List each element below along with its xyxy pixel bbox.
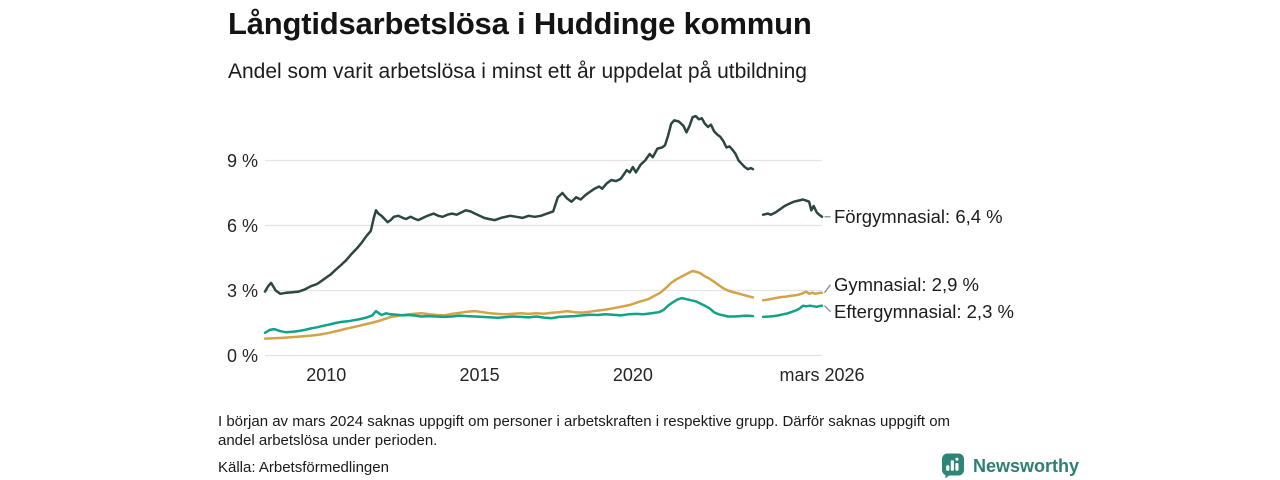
newsworthy-logo-text: Newsworthy: [973, 455, 1080, 476]
page-title: Långtidsarbetslösa i Huddinge kommun: [228, 6, 812, 41]
chart-footnote: I början av mars 2024 saknas uppgift om …: [218, 413, 950, 450]
label-connector-gymnasial: [823, 284, 832, 294]
y-axis-tick: 3 %: [226, 280, 258, 301]
series-line-eftergymnasial-seg1: [761, 304, 824, 319]
source-note: Källa: Arbetsförmedlingen: [218, 459, 389, 476]
label-connector-eftergymnasial: [824, 305, 831, 313]
x-axis-tick: 2010: [306, 365, 347, 385]
series-line-forgymnasial-seg0: [263, 114, 755, 296]
y-axis-tick: 6 %: [226, 215, 258, 236]
footnote-line-2: andel arbetslösa under perioden.: [218, 431, 438, 449]
x-axis-tick: mars 2026: [779, 365, 865, 385]
y-axis-tick: 9 %: [226, 150, 258, 171]
series-line-forgymnasial-seg1: [761, 198, 824, 219]
series-line-gymnasial-seg0: [263, 269, 755, 340]
x-axis-tick: 2020: [612, 365, 653, 385]
y-axis-tick: 0 %: [226, 345, 258, 366]
footnote-line-1: I början av mars 2024 saknas uppgift om …: [218, 413, 951, 430]
series-end-label-forgymnasial: Förgymnasial: 6,4 %: [834, 205, 1003, 227]
chart-subtitle: Andel som varit arbetslösa i minst ett å…: [228, 60, 807, 83]
newsworthy-logo: Newsworthy: [941, 453, 1079, 479]
series-end-label-gymnasial: Gymnasial: 2,9 %: [834, 273, 979, 295]
newsworthy-bubble-chart-icon: [942, 453, 964, 479]
series-line-gymnasial-seg1: [761, 290, 824, 302]
x-axis-tick: 2015: [459, 365, 500, 385]
series-end-label-eftergymnasial: Eftergymnasial: 2,3 %: [834, 300, 1014, 322]
series-line-eftergymnasial-seg0: [263, 296, 755, 335]
